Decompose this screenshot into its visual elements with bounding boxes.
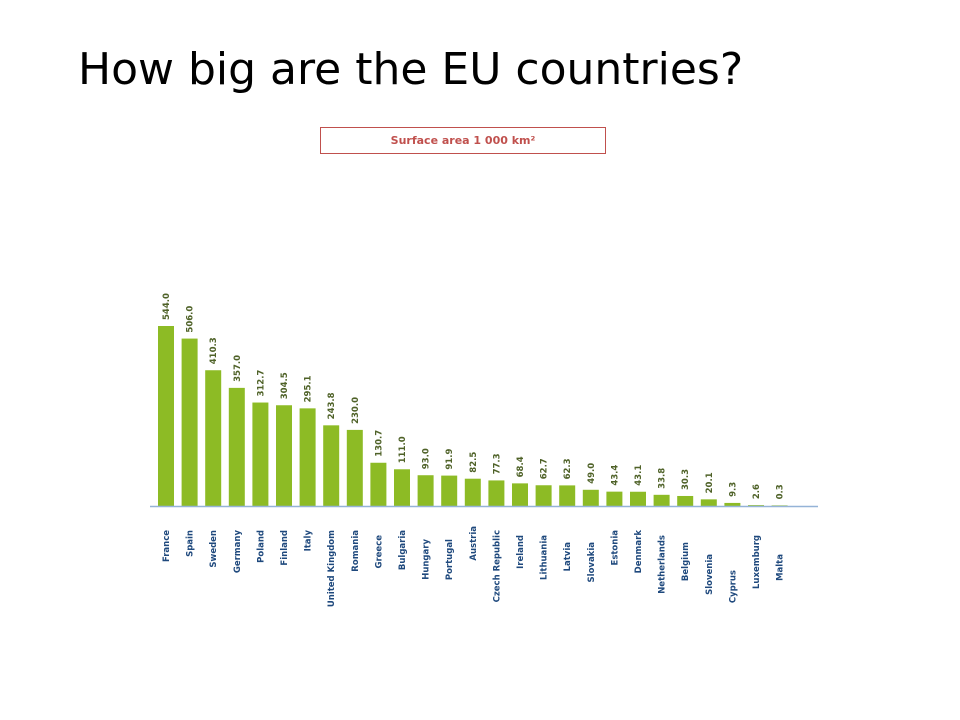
category-label-greece: Greece	[374, 535, 384, 569]
bar-luxemburg	[748, 505, 764, 506]
bar-netherlands	[653, 494, 670, 506]
category-label-cyprus: Cyprus	[728, 570, 738, 603]
value-label-luxemburg: 2.6	[752, 484, 762, 499]
category-labels-group: France Spain Sweden Germany Poland Finland Ita…	[162, 526, 786, 607]
value-label-belgium: 30.3	[681, 469, 691, 490]
value-label-cyprus: 9.3	[728, 482, 738, 497]
category-label-luxemburg: Luxemburg	[752, 535, 762, 589]
bar-denmark	[630, 491, 646, 506]
value-label-germany: 357.0	[233, 355, 243, 382]
category-label-bulgaria: Bulgaria	[398, 530, 408, 570]
value-label-denmark: 43.1	[634, 465, 644, 486]
category-label-spain: Spain	[186, 530, 196, 557]
bar-latvia	[559, 485, 576, 506]
category-label-denmark: Denmark	[634, 530, 644, 574]
value-label-greece: 130.7	[374, 430, 384, 457]
category-label-estonia: Estonia	[610, 530, 620, 566]
category-label-united-kingdom: United Kingdom	[327, 530, 337, 607]
value-label-latvia: 62.3	[563, 458, 573, 479]
value-label-slovakia: 49.0	[587, 463, 597, 484]
bar-greece	[370, 462, 387, 506]
value-label-hungary: 93.0	[422, 448, 432, 469]
category-label-france: France	[162, 530, 172, 562]
bar-malta	[771, 505, 788, 506]
value-label-malta: 0.3	[776, 484, 786, 499]
slide-title: How big are the EU countries?	[78, 44, 744, 95]
bar-germany	[228, 387, 245, 506]
category-label-portugal: Portugal	[445, 539, 455, 580]
category-label-lithuania: Lithuania	[540, 535, 550, 580]
value-label-finland: 304.5	[280, 372, 290, 399]
bar-lithuania	[535, 485, 552, 506]
bar-united-kingdom	[323, 425, 340, 506]
bar-finland	[276, 405, 292, 506]
category-label-malta: Malta	[776, 554, 786, 581]
category-label-belgium: Belgium	[681, 542, 691, 581]
value-label-portugal: 91.9	[445, 449, 455, 470]
value-label-italy: 295.1	[304, 375, 314, 402]
bar-portugal	[441, 475, 458, 506]
bar-ireland	[512, 483, 528, 506]
chart-title: Surface area 1 000 km²	[320, 127, 606, 154]
value-labels-group: 544.0 506.0 410.3 357.0 312.7 304.5 295.1 243.8…	[162, 293, 786, 499]
value-label-czech-republic: 77.3	[492, 453, 502, 474]
category-label-austria: Austria	[469, 526, 479, 561]
category-label-hungary: Hungary	[422, 539, 432, 580]
bar-austria	[464, 478, 481, 506]
bar-france	[158, 326, 174, 506]
category-label-slovakia: Slovakia	[587, 542, 597, 583]
category-label-slovenia: Slovenia	[705, 554, 715, 595]
category-label-czech-republic: Czech Republic	[492, 530, 502, 602]
category-label-poland: Poland	[256, 530, 266, 563]
bar-romania	[346, 429, 363, 506]
bar-belgium	[677, 495, 694, 506]
value-label-netherlands: 33.8	[658, 468, 668, 489]
category-label-romania: Romania	[351, 530, 361, 572]
value-label-france: 544.0	[162, 293, 172, 320]
value-label-austria: 82.5	[469, 452, 479, 473]
bars-group	[158, 326, 788, 506]
value-label-estonia: 43.4	[610, 465, 620, 486]
category-label-latvia: Latvia	[563, 542, 573, 572]
bar-bulgaria	[394, 469, 410, 506]
value-label-spain: 506.0	[186, 306, 196, 333]
bar-poland	[252, 402, 269, 506]
value-label-bulgaria: 111.0	[398, 436, 408, 463]
category-label-sweden: Sweden	[209, 530, 219, 568]
value-label-ireland: 68.4	[516, 456, 526, 477]
bar-italy	[299, 408, 316, 506]
bar-estonia	[606, 491, 623, 506]
category-label-netherlands: Netherlands	[658, 535, 668, 594]
category-label-italy: Italy	[304, 530, 314, 552]
bar-slovenia	[700, 499, 717, 506]
bar-slovakia	[582, 489, 599, 506]
bar-spain	[181, 338, 198, 506]
value-label-sweden: 410.3	[209, 337, 219, 364]
value-label-slovenia: 20.1	[705, 472, 715, 493]
value-label-poland: 312.7	[256, 370, 266, 397]
bar-hungary	[417, 475, 434, 506]
bar-czech-republic	[488, 480, 505, 506]
category-label-ireland: Ireland	[516, 535, 526, 569]
bar-sweden	[205, 370, 222, 506]
value-label-romania: 230.0	[351, 397, 361, 424]
value-label-united-kingdom: 243.8	[327, 392, 337, 419]
category-label-finland: Finland	[280, 530, 290, 566]
category-label-germany: Germany	[233, 530, 243, 574]
value-label-lithuania: 62.7	[540, 458, 550, 479]
bar-cyprus	[724, 502, 741, 506]
